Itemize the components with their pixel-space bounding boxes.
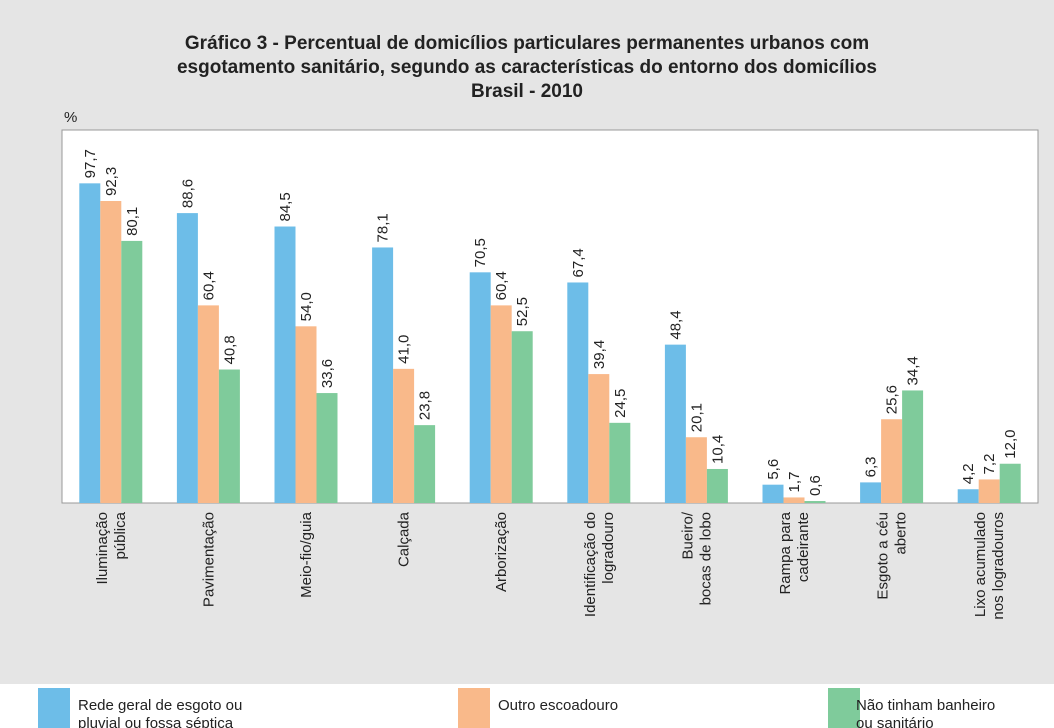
value-label: 1,7 [786, 472, 803, 493]
value-label: 70,5 [472, 238, 489, 267]
bar [316, 393, 338, 503]
value-label: 67,4 [570, 248, 587, 277]
value-label: 4,2 [960, 463, 977, 484]
bar [295, 326, 317, 503]
bar [706, 468, 728, 503]
bar [176, 213, 198, 504]
y-axis-label: % [64, 109, 77, 126]
value-label: 20,1 [688, 403, 705, 432]
bar [978, 479, 1000, 503]
legend-swatch [828, 688, 860, 728]
value-label: 97,7 [82, 149, 99, 178]
value-label: 48,4 [667, 310, 684, 339]
value-label: 23,8 [417, 391, 434, 420]
value-label: 0,6 [807, 475, 824, 496]
value-label: 12,0 [1002, 430, 1019, 459]
bar [414, 425, 436, 503]
x-tick-label: Identificação dologradouro [582, 512, 617, 617]
bar [372, 247, 394, 503]
bar [957, 489, 979, 503]
value-label: 54,0 [298, 292, 315, 321]
x-tick-label: Calçada [396, 511, 413, 567]
bar [783, 497, 805, 503]
bar [588, 374, 610, 503]
x-tick-label: Pavimentação [200, 512, 217, 607]
bar [393, 368, 415, 503]
value-label: 88,6 [179, 179, 196, 208]
bar [469, 272, 491, 503]
value-label: 6,3 [863, 457, 880, 478]
bar [197, 305, 219, 503]
value-label: 52,5 [514, 297, 531, 326]
value-label: 24,5 [612, 389, 629, 418]
value-label: 60,4 [493, 271, 510, 300]
bar [804, 501, 826, 503]
bar [881, 419, 903, 503]
chart-title: Gráfico 3 - Percentual de domicílios par… [185, 33, 869, 54]
value-label: 84,5 [277, 192, 294, 221]
bar [762, 484, 784, 503]
value-label: 78,1 [375, 213, 392, 242]
value-label: 5,6 [765, 459, 782, 480]
value-label: 60,4 [200, 271, 217, 300]
bar [274, 226, 296, 504]
value-label: 25,6 [884, 385, 901, 414]
value-label: 40,8 [221, 335, 238, 364]
x-tick-label: Lixo acumuladonos logradouros [972, 512, 1007, 620]
bar [218, 369, 240, 503]
bar [609, 422, 631, 503]
legend-swatch [458, 688, 490, 728]
value-label: 39,4 [591, 340, 608, 369]
x-tick-label: Esgoto a céuaberto [875, 512, 910, 600]
bar [511, 331, 533, 503]
value-label: 92,3 [103, 167, 120, 196]
bar [664, 344, 686, 503]
value-label: 80,1 [124, 207, 141, 236]
bar [121, 240, 143, 503]
x-tick-label: Arborização [493, 512, 510, 592]
bar [860, 482, 882, 503]
bar [567, 282, 589, 503]
value-label: 34,4 [905, 356, 922, 385]
legend-label: Outro escoadouro [498, 697, 618, 714]
legend-label: Rede geral de esgoto ou pluvial ou fossa … [78, 697, 242, 728]
chart-title: Brasil - 2010 [471, 81, 583, 102]
bar [999, 463, 1021, 503]
bar [902, 390, 924, 503]
x-tick-label: Rampa paracadeirante [777, 511, 812, 594]
x-tick-label: Meio-fio/guia [298, 511, 315, 598]
bar [490, 305, 512, 503]
value-label: 10,4 [709, 435, 726, 464]
bar [100, 201, 122, 504]
legend-swatch [38, 688, 70, 728]
legend-label: Não tinham banheiro ou sanitário [856, 697, 995, 728]
x-tick-label: Iluminaçãopública [94, 511, 129, 584]
bar [685, 437, 707, 503]
bar [79, 183, 101, 503]
value-label: 41,0 [396, 335, 413, 364]
value-label: 7,2 [981, 454, 998, 475]
x-tick-label: Bueiro/bocas de lobo [679, 511, 714, 605]
value-label: 33,6 [319, 359, 336, 388]
chart-title: esgotamento sanitário, segundo as caract… [177, 57, 877, 78]
